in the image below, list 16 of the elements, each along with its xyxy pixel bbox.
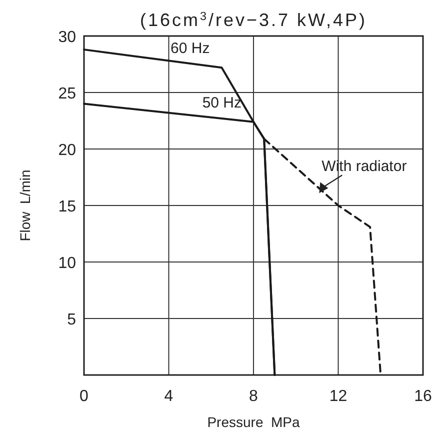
y-tick-label: 20 — [58, 142, 76, 159]
x-tick-label: 12 — [329, 388, 348, 405]
y-tick-label: 5 — [67, 312, 76, 328]
y-tick-label: 10 — [58, 255, 76, 272]
y-axis-title: Flow L/min — [17, 170, 33, 242]
chart-title: (16cm$^{3}$/rev−3.7 kW,4P) — [140, 10, 368, 30]
y-tick-label: 30 — [58, 29, 76, 46]
x-tick-label: 4 — [164, 388, 174, 405]
x-tick-label: 16 — [414, 388, 432, 405]
x-tick-label: 8 — [249, 388, 258, 405]
y-tick-label: 25 — [58, 86, 76, 102]
y-tick-label: 15 — [58, 198, 76, 216]
series-label: 60 Hz — [170, 40, 210, 58]
x-tick-label: 0 — [80, 388, 89, 405]
x-axis-title: Pressure MPa — [207, 414, 300, 430]
series-label: 50 Hz — [202, 94, 242, 112]
